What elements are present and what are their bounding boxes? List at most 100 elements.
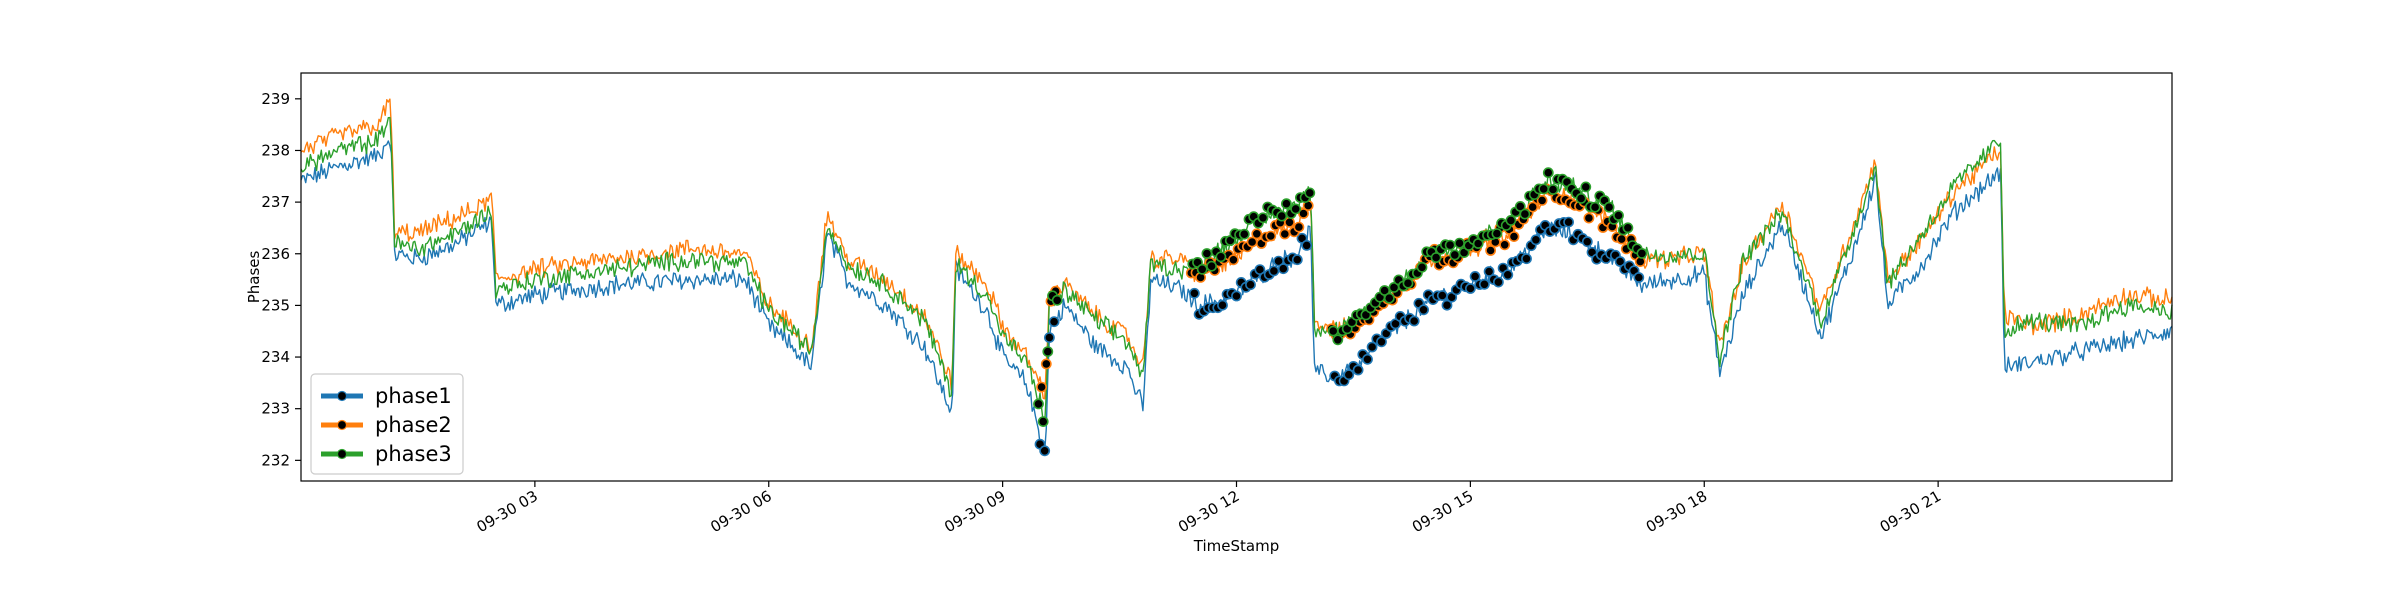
marker-phase1 [1044, 332, 1055, 343]
marker-phase3 [1505, 214, 1517, 226]
y-axis-label: Phases [245, 251, 263, 304]
marker-phase1 [1217, 299, 1228, 311]
marker-phase2 [1499, 239, 1511, 251]
marker-phase2 [1536, 194, 1548, 206]
marker-phase3 [1444, 239, 1456, 251]
marker-layer [1033, 167, 1648, 457]
x-tick-label: 09-30 18 [1643, 487, 1710, 536]
marker-phase2 [1583, 212, 1595, 224]
marker-phase3 [1514, 200, 1526, 212]
marker-phase3 [1304, 187, 1316, 199]
marker-phase3 [1290, 203, 1302, 215]
marker-phase2 [1293, 221, 1305, 233]
marker-phase3 [1416, 261, 1428, 273]
marker-phase1 [1390, 318, 1401, 330]
marker-phase3 [1206, 260, 1217, 272]
marker-phase1 [1352, 364, 1364, 376]
marker-phase3 [1201, 248, 1213, 259]
marker-phase2 [1279, 228, 1291, 240]
legend-label-phase2: phase2 [375, 413, 452, 437]
marker-phase3 [1379, 285, 1390, 296]
marker-phase1 [1633, 272, 1645, 283]
marker-phase3 [1383, 292, 1395, 304]
marker-phase1 [1483, 266, 1495, 277]
marker-phase1 [1277, 263, 1289, 275]
marker-phase2 [1265, 230, 1277, 242]
marker-phase1 [1366, 341, 1378, 353]
marker-phase1 [1268, 265, 1280, 277]
marker-phase2 [1508, 231, 1520, 242]
marker-phase1 [1581, 236, 1593, 248]
marker-phase3 [1542, 167, 1554, 179]
marker-phase3 [1580, 181, 1592, 193]
marker-phase1 [1189, 287, 1200, 299]
marker-phase1 [1493, 276, 1504, 288]
marker-phase3 [1449, 249, 1461, 261]
legend: phase1 phase2 phase3 [310, 373, 464, 475]
marker-phase1 [1436, 290, 1448, 301]
marker-phase3 [1033, 398, 1044, 410]
marker-phase1 [1376, 336, 1387, 348]
marker-phase1 [1521, 253, 1532, 265]
marker-phase1 [1245, 279, 1256, 291]
marker-phase1 [1469, 270, 1481, 282]
marker-phase3 [1257, 212, 1269, 224]
x-tick-label: 09-30 03 [473, 487, 540, 536]
marker-phase3 [1332, 334, 1344, 346]
marker-phase2 [1298, 208, 1309, 219]
y-tick-label: 233 [261, 400, 290, 418]
marker-phase3 [1051, 294, 1063, 306]
legend-marker-phase3 [336, 448, 348, 460]
marker-phase1 [1479, 278, 1490, 290]
marker-phase1 [1502, 269, 1514, 281]
x-axis-ticks: 09-30 03 09-30 06 09-30 09 09-30 12 09-30 15… [473, 481, 1944, 536]
x-tick-label: 09-30 12 [1175, 487, 1242, 536]
marker-phase3 [1575, 192, 1587, 204]
marker-phase1 [1362, 353, 1373, 365]
marker-phase2 [1527, 201, 1539, 213]
legend-label-phase3: phase3 [375, 442, 452, 466]
marker-phase3 [1472, 238, 1484, 249]
marker-phase1 [1254, 264, 1266, 275]
marker-phase3 [1547, 184, 1559, 195]
y-tick-label: 236 [261, 245, 290, 263]
marker-phase3 [1519, 208, 1531, 220]
marker-phase1 [1530, 234, 1542, 246]
marker-phase3 [1589, 201, 1601, 213]
marker-phase3 [1037, 416, 1049, 427]
marker-phase1 [1441, 299, 1453, 311]
marker-phase3 [1430, 252, 1442, 263]
x-tick-label: 09-30 15 [1409, 487, 1476, 536]
series-line-phase3 [300, 116, 2173, 425]
marker-phase3 [1281, 198, 1292, 210]
marker-phase1 [1039, 445, 1051, 457]
series-layer [300, 98, 2173, 452]
marker-phase3 [1538, 183, 1550, 195]
marker-phase1 [1343, 369, 1355, 381]
marker-phase1 [1465, 283, 1476, 294]
y-tick-label: 234 [261, 348, 290, 366]
marker-phase1 [1563, 216, 1574, 228]
legend-label-phase1: phase1 [375, 384, 452, 408]
y-tick-label: 239 [261, 90, 290, 108]
marker-phase3 [1196, 263, 1208, 275]
marker-phase3 [1454, 237, 1465, 249]
y-tick-label: 235 [261, 296, 290, 314]
marker-phase3 [1215, 251, 1227, 263]
legend-box [310, 373, 464, 475]
y-tick-label: 238 [261, 141, 290, 159]
marker-phase3 [1603, 201, 1615, 213]
marker-phase3 [1238, 228, 1250, 240]
x-tick-label: 09-30 09 [941, 487, 1008, 536]
x-tick-label: 09-30 21 [1877, 487, 1944, 536]
y-axis-ticks: 232 233 234 235 236 237 238 239 [261, 90, 301, 469]
marker-phase3 [1276, 210, 1288, 222]
y-tick-label: 237 [261, 193, 290, 211]
marker-phase3 [1042, 346, 1054, 357]
marker-phase2 [1284, 216, 1295, 228]
marker-phase3 [1327, 325, 1339, 337]
marker-phase1 [1048, 316, 1060, 328]
marker-phase1 [1291, 254, 1303, 266]
marker-phase1 [1418, 304, 1429, 316]
